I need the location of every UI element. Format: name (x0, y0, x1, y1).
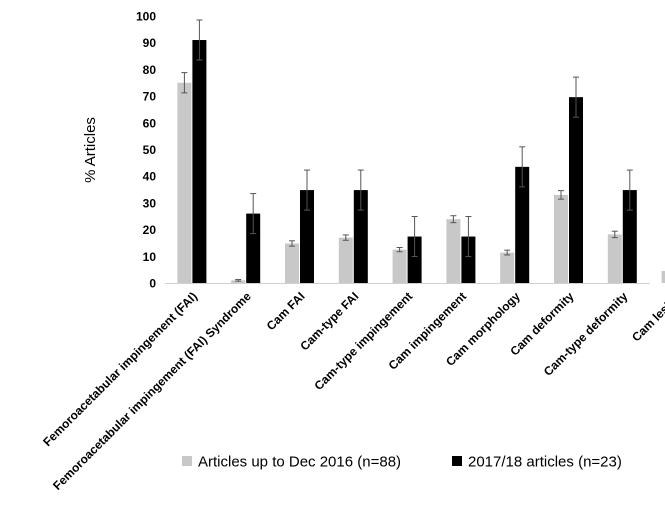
bar-series-1 (285, 243, 299, 283)
error-bar (289, 240, 295, 247)
error-bar (611, 230, 618, 239)
y-tick-label: 10 (143, 250, 157, 264)
error-bar (450, 215, 457, 224)
error-bar (558, 190, 564, 200)
y-tick-label: 60 (143, 116, 157, 130)
error-bar (396, 246, 403, 253)
bar-series-2 (300, 190, 314, 283)
legend-item: 2017/18 articles (n=23) (452, 454, 622, 471)
error-bar (357, 169, 364, 211)
error-bar (411, 216, 418, 258)
legend-swatch (452, 456, 462, 466)
bar-series-2 (192, 40, 207, 283)
bars (177, 19, 665, 283)
error-bar (181, 72, 188, 94)
legend-swatch (182, 456, 192, 466)
error-bar (626, 169, 633, 211)
error-bar (519, 146, 526, 188)
bar-series-1 (661, 270, 665, 283)
error-bar (573, 76, 579, 118)
y-axis: 0 10 20 30 40 50 60 70 80 90 100 (136, 10, 156, 291)
error-bar (342, 234, 349, 241)
bar-series-2 (407, 236, 422, 283)
bar-series-2 (622, 190, 637, 283)
y-tick-label: 80 (143, 63, 157, 77)
bar-series-1 (607, 234, 622, 283)
bar-series-1 (446, 219, 461, 283)
y-tick-label: 30 (143, 196, 157, 210)
y-tick-label: 50 (143, 143, 157, 157)
legend-label: 2017/18 articles (n=23) (468, 454, 622, 471)
y-tick-label: 90 (143, 36, 157, 50)
legend-label: Articles up to Dec 2016 (n=88) (198, 454, 401, 471)
bar-series-1 (338, 237, 353, 283)
bar-series-1 (177, 82, 192, 283)
y-axis-title: % Articles (82, 117, 99, 183)
bar-series-1 (500, 252, 515, 283)
bar-series-1 (554, 194, 568, 283)
y-tick-label: 70 (143, 90, 157, 104)
bar-series-2 (461, 236, 476, 283)
bar-series-2 (569, 97, 583, 283)
error-bar (504, 249, 511, 256)
legend: Articles up to Dec 2016 (n=88) 2017/18 ar… (182, 454, 622, 471)
error-bar (250, 193, 257, 235)
error-bar (304, 169, 310, 211)
bar-series-2 (246, 213, 261, 283)
bar-series-2 (515, 166, 530, 283)
y-tick-label: 100 (136, 10, 156, 24)
category-label: Cam FAI (264, 289, 308, 333)
category-label: Cam lesion (629, 289, 665, 344)
error-bar (235, 279, 242, 282)
error-bar (196, 19, 203, 61)
bar-series-1 (231, 280, 246, 283)
error-bar (465, 216, 472, 258)
bar-series-2 (353, 190, 368, 283)
y-tick-label: 0 (149, 277, 156, 291)
y-tick-label: 40 (143, 170, 157, 184)
y-tick-label: 20 (143, 223, 157, 237)
legend-item: Articles up to Dec 2016 (n=88) (182, 454, 401, 471)
bar-series-1 (392, 249, 407, 283)
category-label: Cam-type impingement (311, 289, 415, 393)
